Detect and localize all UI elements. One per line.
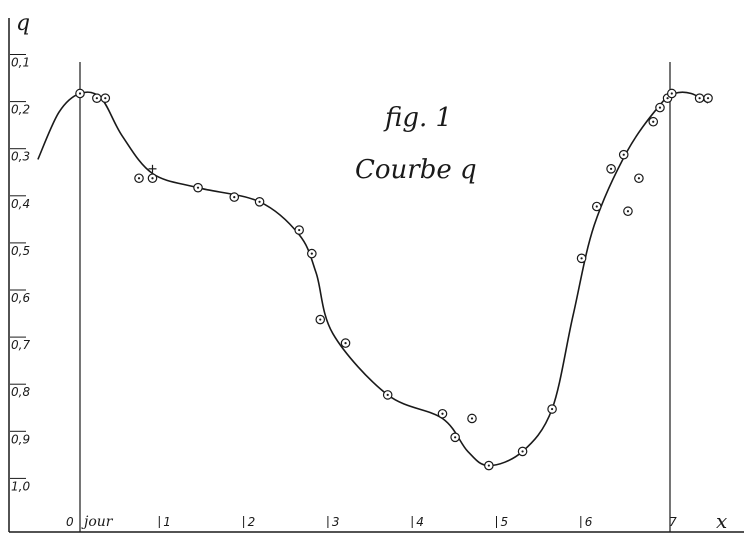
data-point (648, 116, 659, 127)
y-tick-label: 0,5 (11, 244, 30, 258)
y-tick-label: 0,7 (11, 338, 30, 352)
data-point (294, 225, 304, 235)
cross-marker (148, 164, 157, 173)
x-tick-label: 1 (163, 515, 171, 529)
chart-title: fig. 1 (383, 103, 452, 133)
data-point (634, 173, 644, 184)
y-tick-label: 0,6 (11, 291, 30, 305)
data-point (382, 390, 393, 400)
data-point (655, 102, 665, 113)
y-tick: 1,0 (10, 477, 30, 493)
y-tick-label: 0,1 (11, 56, 30, 70)
x-tick-label: 4 (416, 515, 424, 529)
data-point (666, 88, 677, 99)
chart-subtitle: Courbe q (355, 155, 477, 185)
x-tick: 3 (327, 515, 340, 529)
x-axis-label: x (716, 509, 727, 533)
y-tick: 0,4 (10, 195, 30, 211)
y-axis-label: q (16, 11, 30, 36)
data-point (703, 93, 713, 103)
y-tick-label: 0,4 (11, 197, 30, 211)
y-tick: 0,7 (10, 336, 30, 352)
y-tick-group: 0,1 0,2 0,3 0,4 0,5 0,6 0,7 0,8 0,9 1,0 (10, 54, 30, 493)
y-tick: 0,9 (10, 430, 30, 446)
data-point (229, 192, 240, 202)
y-tick-label: 0,3 (11, 150, 30, 164)
y-tick-label: 0,8 (11, 385, 30, 399)
y-tick: 0,1 (10, 54, 30, 70)
data-point (450, 432, 460, 443)
y-tick: 0,6 (10, 289, 30, 305)
data-point (547, 404, 557, 414)
data-point (623, 206, 633, 217)
x-tick-label: 5 (501, 515, 509, 529)
data-point (92, 93, 102, 103)
data-point (591, 201, 602, 212)
x-tick: 0 (66, 515, 74, 529)
y-tick: 0,3 (10, 148, 30, 164)
data-point (307, 248, 317, 259)
data-point (193, 182, 203, 193)
y-tick-label: 0,2 (11, 103, 30, 117)
x-tick: 4 (411, 515, 424, 529)
data-point (606, 164, 616, 174)
data-point (437, 408, 448, 419)
data-point (467, 413, 477, 424)
data-point (517, 446, 528, 457)
x-tick-label: 6 (585, 515, 593, 529)
x-tick-label: 0 (66, 515, 74, 529)
data-point (484, 460, 494, 471)
x-tick: 6 (580, 515, 593, 529)
data-point (254, 197, 265, 207)
data-point (134, 173, 144, 184)
x-unit-label: jour (81, 514, 114, 530)
x-tick-label: 2 (248, 515, 256, 529)
data-point (576, 253, 587, 264)
x-tick: 2 (243, 515, 256, 529)
y-tick-label: 0,9 (11, 432, 30, 446)
x-tick: 1 (158, 515, 171, 529)
data-point (340, 338, 351, 348)
y-tick: 0,8 (10, 383, 30, 399)
data-point (147, 173, 158, 184)
y-tick: 0,2 (10, 101, 30, 117)
x-tick: 7 (669, 515, 677, 529)
data-point (618, 149, 629, 160)
data-point-group (75, 88, 713, 471)
data-point (315, 314, 326, 325)
data-point (694, 93, 705, 103)
x-tick-label: 3 (332, 515, 340, 529)
data-point (100, 93, 111, 103)
q-curve (37, 91, 709, 467)
data-point (75, 88, 85, 99)
x-tick-label: 7 (669, 515, 677, 529)
y-tick-label: 1,0 (11, 479, 30, 493)
x-tick-group: 0 1 2 3 4 5 6 7 (66, 515, 677, 529)
x-tick: 5 (496, 515, 509, 529)
y-tick: 0,5 (10, 242, 30, 258)
